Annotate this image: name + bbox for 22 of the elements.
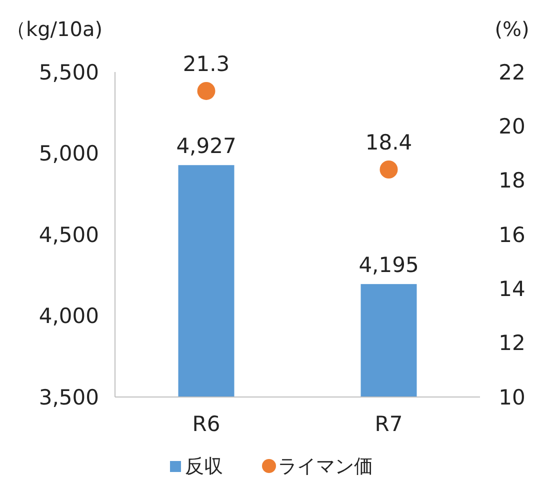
- y-tick-label: 4,500: [38, 222, 99, 247]
- data-label: 4,195: [358, 253, 419, 278]
- y2-tick-label: 10: [498, 385, 526, 410]
- y-axis-title: （kg/10a): [6, 17, 103, 41]
- legend-label: 反収: [185, 456, 223, 478]
- data-label: 21.3: [182, 52, 230, 76]
- y2-tick-label: 12: [498, 331, 526, 356]
- x-tick-label: R6: [192, 412, 220, 436]
- y-tick-label: 3,500: [38, 385, 99, 410]
- data-label: 4,927: [176, 134, 236, 158]
- y2-tick-label: 16: [498, 222, 526, 247]
- data-label: 18.4: [365, 130, 412, 154]
- y-tick-label: 4,000: [38, 304, 99, 328]
- legend-label: ライマン価: [278, 456, 373, 478]
- y-tick-label: 5,000: [38, 142, 99, 166]
- y2-tick-label: 14: [498, 277, 526, 302]
- y2-axis-title: (%): [494, 17, 530, 41]
- x-tick-label: R7: [374, 412, 403, 436]
- y2-tick-label: 20: [498, 114, 526, 139]
- y2-tick-label: 18: [498, 168, 526, 193]
- y-tick-label: 5,500: [38, 60, 99, 84]
- y2-tick-label: 22: [498, 60, 526, 84]
